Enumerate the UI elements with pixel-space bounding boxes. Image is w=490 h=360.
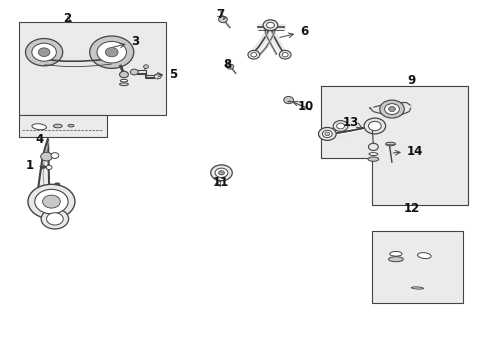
Circle shape — [25, 39, 63, 66]
Circle shape — [32, 43, 56, 61]
Circle shape — [322, 130, 332, 138]
Circle shape — [389, 107, 395, 112]
Polygon shape — [370, 103, 412, 115]
Circle shape — [364, 118, 386, 134]
Circle shape — [248, 50, 260, 59]
Circle shape — [385, 104, 399, 114]
Text: 10: 10 — [293, 100, 314, 113]
Circle shape — [267, 22, 274, 28]
Circle shape — [51, 153, 59, 158]
Circle shape — [333, 121, 348, 131]
Text: 11: 11 — [212, 176, 229, 189]
Circle shape — [41, 209, 69, 229]
Circle shape — [337, 123, 344, 129]
Circle shape — [28, 184, 75, 219]
Ellipse shape — [412, 287, 423, 289]
Text: 8: 8 — [224, 58, 232, 71]
Circle shape — [43, 195, 60, 208]
Text: 2: 2 — [64, 12, 72, 25]
Text: 13: 13 — [343, 116, 362, 129]
Circle shape — [35, 189, 68, 214]
Text: 7: 7 — [217, 8, 224, 21]
Bar — [19, 22, 166, 115]
Circle shape — [284, 96, 294, 104]
Circle shape — [105, 48, 118, 57]
Ellipse shape — [68, 124, 74, 127]
Circle shape — [325, 132, 330, 136]
Circle shape — [251, 53, 257, 57]
Circle shape — [215, 168, 228, 177]
Circle shape — [90, 36, 134, 68]
Circle shape — [120, 71, 128, 78]
Text: 9: 9 — [408, 75, 416, 87]
Ellipse shape — [386, 142, 395, 146]
Bar — [372, 231, 463, 303]
Circle shape — [41, 152, 52, 161]
Ellipse shape — [417, 253, 431, 258]
Ellipse shape — [53, 124, 62, 128]
Circle shape — [380, 100, 404, 118]
Circle shape — [46, 165, 52, 170]
Circle shape — [368, 143, 378, 150]
Circle shape — [130, 69, 138, 75]
Circle shape — [144, 65, 148, 68]
Circle shape — [368, 121, 381, 131]
Text: 6: 6 — [280, 25, 308, 38]
Circle shape — [219, 16, 227, 23]
Circle shape — [282, 53, 288, 57]
Ellipse shape — [389, 257, 403, 262]
Circle shape — [154, 74, 161, 79]
Ellipse shape — [32, 124, 47, 130]
Ellipse shape — [121, 79, 127, 82]
Circle shape — [318, 127, 336, 140]
Circle shape — [279, 50, 291, 59]
Circle shape — [227, 64, 234, 69]
Text: 3: 3 — [113, 35, 140, 48]
Bar — [19, 115, 107, 137]
Circle shape — [219, 171, 224, 175]
Polygon shape — [38, 139, 61, 223]
Ellipse shape — [368, 157, 379, 161]
Circle shape — [47, 213, 63, 225]
Text: 14: 14 — [393, 145, 423, 158]
Circle shape — [211, 165, 232, 181]
Ellipse shape — [120, 83, 128, 86]
Text: 1: 1 — [26, 159, 47, 172]
Circle shape — [97, 41, 126, 63]
Text: 5: 5 — [155, 68, 177, 81]
Text: 4: 4 — [35, 133, 43, 146]
Polygon shape — [321, 86, 468, 205]
Ellipse shape — [390, 251, 402, 256]
Circle shape — [38, 48, 50, 57]
Ellipse shape — [369, 153, 378, 156]
Circle shape — [263, 20, 278, 31]
Text: 12: 12 — [403, 202, 420, 215]
